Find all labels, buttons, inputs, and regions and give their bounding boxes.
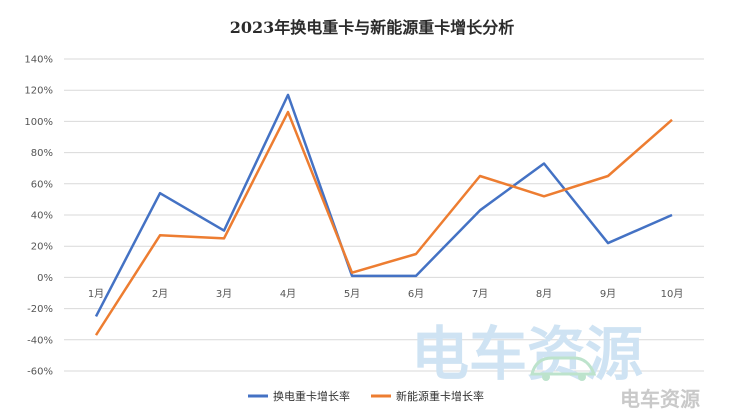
y-tick-label: -20%	[27, 304, 53, 315]
series-line-2	[94, 110, 673, 336]
car-wheel-icon	[542, 373, 550, 381]
y-tick-label: 0%	[37, 273, 53, 284]
x-tick-label: 6月	[408, 288, 424, 300]
grid-lines	[64, 58, 704, 372]
legend-label: 换电重卡增长率	[273, 389, 350, 403]
y-tick-label: -40%	[27, 335, 53, 346]
car-icon	[530, 356, 597, 376]
y-tick-label: 40%	[31, 211, 53, 222]
y-tick-label: 80%	[31, 148, 53, 159]
y-axis: 140% 120% 100% 80% 60% 40% 20% 0% -20% -40% -60%	[24, 55, 53, 378]
x-tick-label: 8月	[536, 288, 552, 300]
x-tick-label: 4月	[280, 288, 296, 300]
series-line-1	[94, 93, 673, 317]
x-tick-label: 7月	[472, 288, 488, 300]
y-tick-label: -60%	[27, 367, 53, 378]
y-tick-label: 100%	[24, 117, 53, 128]
legend: 换电重卡增长率 新能源重卡增长率	[248, 389, 484, 403]
legend-label: 新能源重卡增长率	[396, 389, 484, 403]
series-lines	[94, 93, 673, 336]
chart-title: 2023年换电重卡与新能源重卡增长分析	[230, 18, 515, 37]
car-wheel-icon	[578, 373, 586, 381]
x-tick-label: 3月	[216, 288, 232, 300]
watermark-small-text: 电车资源	[620, 387, 700, 411]
x-tick-label: 5月	[344, 288, 360, 300]
x-axis: 1月 2月 3月 4月 5月 6月 7月 8月 9月 10月	[88, 288, 684, 300]
y-tick-label: 120%	[24, 86, 53, 97]
y-tick-label: 140%	[24, 55, 53, 66]
watermark-logo-text: 电车资源	[411, 320, 643, 388]
x-tick-label: 1月	[88, 288, 104, 300]
x-tick-label: 10月	[661, 288, 684, 300]
x-tick-label: 2月	[152, 288, 168, 300]
y-tick-label: 60%	[31, 179, 53, 190]
x-tick-label: 9月	[600, 288, 616, 300]
y-tick-label: 20%	[31, 242, 53, 253]
